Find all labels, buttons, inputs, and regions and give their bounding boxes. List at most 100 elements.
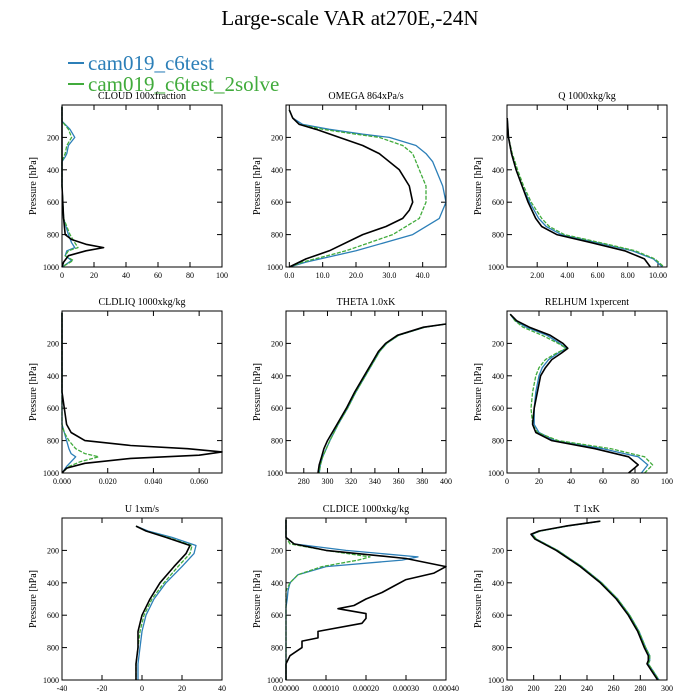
panel-title: OMEGA 864xPa/s [328, 91, 403, 102]
y-tick-label: 800 [47, 437, 59, 446]
y-axis-label: Pressure [hPa] [473, 570, 484, 628]
panel-title: CLOUD 100xfraction [98, 91, 186, 102]
x-tick-label: 0.00010 [313, 684, 339, 693]
y-tick-label: 200 [492, 546, 504, 555]
series-line-obs [61, 312, 223, 474]
x-tick-label: 360 [393, 477, 405, 486]
plot-frame [285, 104, 447, 268]
y-tick-label: 400 [47, 579, 59, 588]
y-tick-label: 200 [47, 133, 59, 142]
series-line-obs [509, 313, 640, 474]
x-tick-label: 300 [321, 477, 333, 486]
series-line-cam019-c6test [509, 313, 649, 474]
series-line-cam019-c6test-2solve [61, 106, 79, 268]
x-tick-label: 300 [661, 684, 673, 693]
series-line-cam019-c6test-2solve [61, 312, 100, 474]
x-tick-label: 6.00 [591, 271, 605, 280]
series-line-cam019-c6test-2solve [135, 525, 193, 680]
x-tick-label: 100 [661, 477, 673, 486]
x-tick-label: 0.020 [99, 477, 117, 486]
plot-frame [506, 517, 668, 681]
y-tick-label: 800 [492, 644, 504, 653]
x-tick-label: 80 [186, 271, 194, 280]
panel-q: Q 1000xkg/kg Pressure [hPa] 200 400 600 800 10… [473, 91, 668, 280]
panel-title: T 1xK [574, 504, 600, 515]
x-tick-label: 20 [535, 477, 543, 486]
y-tick-label: 800 [271, 231, 283, 240]
x-tick-label: 0.00020 [353, 684, 379, 693]
x-tick-label: 180 [501, 684, 513, 693]
x-tick-label: 0.00040 [433, 684, 459, 693]
y-tick-label: 600 [271, 611, 283, 620]
legend-swatch-c6test-2solve [68, 83, 84, 86]
panel-title: RELHUM 1xpercent [545, 297, 629, 308]
x-tick-label: 0.00030 [393, 684, 419, 693]
x-tick-label: 400 [440, 477, 452, 486]
y-axis-label: Pressure [hPa] [473, 157, 484, 215]
series-line-cam019-c6test [531, 520, 660, 681]
x-tick-label: -20 [97, 684, 108, 693]
plot-frame [506, 310, 668, 474]
y-tick-label: 800 [492, 231, 504, 240]
x-tick-label: 60 [154, 271, 162, 280]
y-axis-label: Pressure [hPa] [252, 570, 263, 628]
x-tick-label: 0.00000 [273, 684, 299, 693]
y-tick-label: 1000 [43, 263, 59, 272]
x-tick-label: 240 [581, 684, 593, 693]
y-tick-label: 1000 [267, 263, 283, 272]
x-tick-label: 80 [631, 477, 639, 486]
series-line-cam019-c6test [61, 312, 77, 474]
y-tick-label: 400 [47, 372, 59, 381]
x-tick-label: 30.0 [382, 271, 396, 280]
series-line-cam019-c6test-2solve [318, 323, 447, 474]
series-line-cam019-c6test [288, 109, 447, 268]
x-tick-label: 200 [528, 684, 540, 693]
panel-title: THETA 1.0xK [337, 297, 396, 308]
x-tick-label: 0 [140, 684, 144, 693]
y-tick-label: 1000 [488, 676, 504, 685]
panel-title: Q 1000xkg/kg [558, 91, 616, 102]
y-tick-label: 800 [47, 231, 59, 240]
x-tick-label: -40 [57, 684, 68, 693]
panel-title: CLDICE 1000xkg/kg [323, 504, 409, 515]
y-tick-label: 1000 [43, 676, 59, 685]
series-line-obs [135, 525, 191, 680]
series-line-obs [285, 519, 447, 680]
y-axis-label: Pressure [hPa] [252, 157, 263, 215]
x-tick-label: 40 [218, 684, 226, 693]
y-tick-label: 200 [271, 546, 283, 555]
legend-label-c6test-2solve: cam019_c6test_2solve [88, 72, 280, 96]
series-line-cam019-c6test-2solve [285, 519, 371, 680]
y-tick-label: 600 [47, 198, 59, 207]
x-tick-label: 40.0 [416, 271, 430, 280]
plot-frame [61, 310, 223, 474]
series-line-cam019-c6test-2solve [531, 520, 660, 681]
y-axis-label: Pressure [hPa] [28, 570, 39, 628]
plot-frame [285, 310, 447, 474]
legend-swatch-c6test [68, 62, 84, 65]
y-tick-label: 200 [47, 339, 59, 348]
series-line-obs [530, 520, 659, 681]
y-tick-label: 600 [271, 198, 283, 207]
panel-cldliq: CLDLIQ 1000xkg/kg Pressure [hPa] 200 400 600… [28, 297, 223, 486]
x-tick-label: 4.00 [560, 271, 574, 280]
series-line-obs [288, 109, 414, 268]
y-tick-label: 400 [271, 166, 283, 175]
x-tick-label: 8.00 [621, 271, 635, 280]
x-tick-label: 100 [216, 271, 228, 280]
x-tick-label: 0.060 [190, 477, 208, 486]
panel-title: U 1xm/s [125, 504, 159, 515]
y-tick-label: 400 [492, 579, 504, 588]
x-tick-label: 0.0 [284, 271, 294, 280]
series-line-cam019-c6test [285, 519, 419, 680]
y-tick-label: 200 [271, 339, 283, 348]
y-tick-label: 200 [271, 133, 283, 142]
y-tick-label: 600 [492, 611, 504, 620]
x-tick-label: 280 [634, 684, 646, 693]
plot-frame [61, 517, 223, 681]
x-tick-label: 0.000 [53, 477, 71, 486]
y-axis-label: Pressure [hPa] [252, 363, 263, 421]
